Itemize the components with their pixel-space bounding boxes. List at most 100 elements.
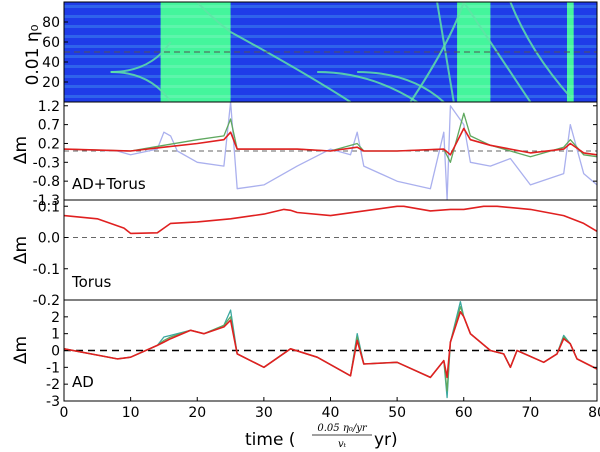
heatmap-band-stripe	[160, 15, 231, 18]
heatmap-band-stripe	[160, 55, 231, 58]
torus-background	[64, 200, 597, 300]
heatmap-front-curve	[317, 71, 418, 103]
heatmap-band-stripe	[457, 75, 491, 78]
ad-ytick-label: -1	[46, 360, 60, 376]
ad-torus-series-light	[64, 102, 597, 200]
x-tick-label: 20	[188, 405, 206, 421]
heatmap-band-stripe	[567, 25, 574, 28]
heatmap-band-stripe	[160, 85, 231, 88]
heatmap-band-stripe	[567, 45, 574, 48]
torus-ytick-label: -0.1	[33, 262, 60, 278]
heatmap-stripe	[64, 65, 597, 68]
x-tick-label: 60	[455, 405, 473, 421]
torus-panel: 0.1 0.0 -0.1 -0.2 Torus Δm	[11, 199, 598, 309]
torus-ytick-label: -0.2	[33, 293, 60, 309]
heatmap-band-stripe	[567, 15, 574, 18]
ad-ytick-label: 0	[51, 344, 60, 360]
ad-torus-ytick-label: -1.3	[33, 193, 60, 209]
heatmap-stripe	[64, 35, 597, 38]
heatmap-band-stripe	[567, 35, 574, 38]
heatmap-front-curve	[230, 31, 352, 103]
ad-torus-ytick-label: -0.8	[33, 174, 60, 190]
x-axis-label: time ( 0.05 η₀/yr vₜ yr)	[245, 423, 398, 450]
ad-ytick-label: 2	[51, 310, 60, 326]
ad-torus-ytick-label: -0.3	[33, 155, 60, 171]
heatmap-band-stripe	[457, 25, 491, 28]
torus-series-red	[64, 205, 597, 235]
heatmap-stripe	[64, 55, 597, 58]
ad-torus-ytick-label: 0.7	[38, 118, 60, 134]
heatmap-band-stripe	[457, 35, 491, 38]
x-tick-label: 40	[322, 405, 340, 421]
torus-annotation: Torus	[71, 273, 111, 291]
torus-ytick-label: 0.0	[38, 231, 60, 247]
heatmap-front-curve	[509, 1, 572, 98]
heatmap-band-stripe	[160, 25, 231, 28]
torus-ylabel: Δm	[11, 236, 31, 264]
heatmap-ytick-label: 20	[42, 75, 60, 91]
heatmap-band-stripe	[567, 75, 574, 78]
heatmap-ytick-label: 60	[42, 35, 60, 51]
x-tick-label: 70	[521, 405, 539, 421]
heatmap-bright-band	[567, 2, 574, 102]
heatmap-stripe	[64, 85, 597, 88]
torus-plot: 0.1 0.0 -0.1 -0.2	[33, 199, 598, 309]
ad-ytick-label: -2	[46, 377, 60, 393]
heatmap-band-stripe	[567, 55, 574, 58]
heatmap-front-curve	[196, 1, 232, 33]
heatmap-band-stripe	[567, 5, 574, 8]
heatmap-stripe	[64, 75, 597, 78]
ad-torus-ytick-label: 1.2	[38, 99, 60, 115]
ad-ylabel: Δm	[11, 336, 31, 364]
ad-plot: 210-1-2-3	[46, 299, 598, 410]
x-tick-label: 0	[60, 405, 69, 421]
heatmap-band-stripe	[457, 85, 491, 88]
heatmap-front-curve	[436, 1, 455, 103]
torus-ytick-label: 0.1	[38, 199, 60, 215]
ad-torus-annotation: AD+Torus	[72, 175, 146, 193]
x-tick-label: 30	[255, 405, 273, 421]
heatmap-stripe	[64, 45, 597, 48]
heatmap-front-curve	[462, 1, 532, 103]
heatmap-stripe	[64, 95, 597, 98]
ad-torus-series-group	[64, 102, 597, 200]
ad-torus-plot: 1.2 0.7 0.2 -0.3 -0.8 -1.3	[33, 99, 598, 209]
ad-annotation: AD	[72, 373, 94, 391]
ad-series-group	[64, 301, 597, 399]
heatmap-panel: 20 40 60 80 0.01 η₀	[23, 1, 598, 103]
ad-panel: 210-1-2-3 AD Δm	[11, 299, 598, 410]
heatmap-yticks: 20 40 60 80	[42, 15, 68, 91]
ad-series-red	[64, 310, 597, 379]
x-axis-label-numerator: 0.05 η₀/yr	[317, 423, 367, 434]
heatmap-stripe	[64, 15, 597, 18]
heatmap-front-curve	[357, 71, 445, 103]
heatmap-band-stripe	[160, 75, 231, 78]
ad-torus-series-red	[64, 127, 597, 156]
x-axis-label-suffix: yr)	[374, 430, 398, 450]
heatmap-ytick-label: 80	[42, 15, 60, 31]
heatmap-front-curve	[110, 71, 172, 103]
heatmap-band-stripe	[457, 65, 491, 68]
x-axis-label-denominator: vₜ	[338, 439, 347, 450]
heatmap-band-stripe	[160, 5, 231, 8]
ad-torus-ytick-label: 0.2	[38, 136, 60, 152]
heatmap-band-stripe	[160, 35, 231, 38]
heatmap-band-stripe	[160, 45, 231, 48]
heatmap-band-stripe	[160, 95, 231, 98]
ad-ytick-label: 1	[51, 327, 60, 343]
heatmap-band-stripe	[457, 95, 491, 98]
heatmap-ylabel: 0.01 η₀	[23, 24, 43, 85]
heatmap-band-stripe	[457, 55, 491, 58]
heatmap-band-stripe	[457, 5, 491, 8]
torus-series-group	[64, 205, 597, 235]
x-axis-label-prefix: time (	[245, 430, 295, 450]
ad-ytick-label: -3	[46, 394, 60, 410]
ad-torus-ylabel: Δm	[11, 136, 31, 164]
heatmap-ytick-label: 40	[42, 55, 60, 71]
heatmap-band-stripe	[567, 85, 574, 88]
x-tick-label: 80	[588, 405, 600, 421]
x-tick-label: 10	[122, 405, 140, 421]
x-tick-label: 50	[388, 405, 406, 421]
heatmap-band-stripe	[457, 45, 491, 48]
